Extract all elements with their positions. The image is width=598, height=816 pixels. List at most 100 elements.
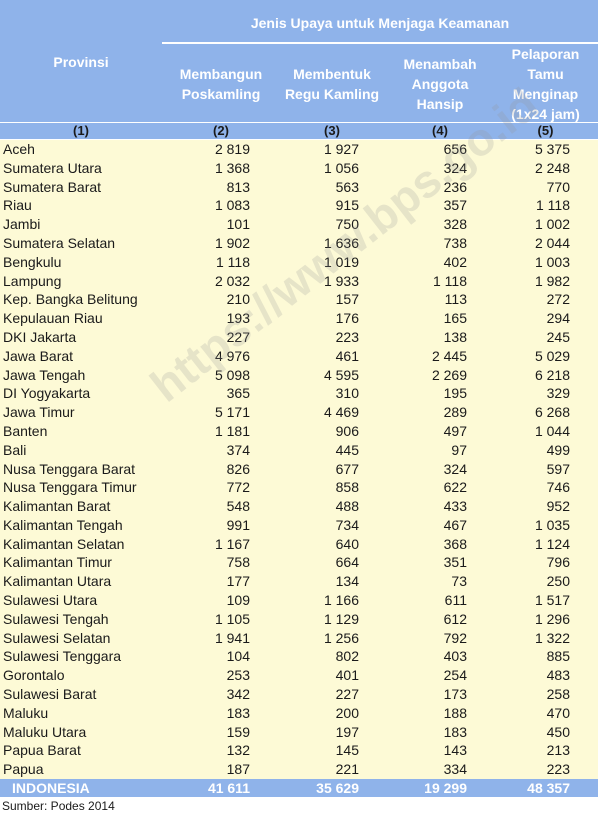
- table-row: Nusa Tenggara Timur 772 858 622 746: [0, 478, 598, 496]
- poskamling-value: 2 032: [214, 272, 250, 289]
- hansip-value: 403: [443, 648, 467, 665]
- hansip-value: 1 118: [433, 272, 467, 289]
- poskamling-value: 1 167: [214, 535, 250, 552]
- table-row: Sumatera Utara 1 368 1 056 324 2 248: [0, 159, 598, 177]
- regu-kamling-value: 445: [335, 441, 359, 458]
- hansip-value: 368: [443, 535, 467, 552]
- regu-kamling-value: 1 166: [323, 592, 359, 609]
- hansip-value: 324: [443, 159, 467, 176]
- regu-kamling-value: 906: [335, 422, 359, 439]
- province-name: Sumatera Utara: [3, 159, 102, 176]
- total-row: INDONESIA 41 611 35 629 19 299 48 357: [0, 779, 598, 797]
- province-name: Maluku Utara: [3, 723, 87, 740]
- col2-header-line: Poskamling: [181, 86, 261, 102]
- col4-header: Menambah Anggota Hansip: [384, 54, 496, 114]
- tamu-value: 483: [546, 667, 570, 684]
- poskamling-value: 227: [226, 328, 250, 345]
- tamu-value: 213: [546, 742, 570, 759]
- tamu-value: 258: [546, 686, 570, 703]
- tamu-value: 450: [546, 723, 570, 740]
- poskamling-value: 1 083: [214, 197, 250, 214]
- col3-header: Membentuk Regu Kamling: [274, 64, 390, 104]
- hansip-value: 2 445: [431, 347, 467, 364]
- tamu-value: 770: [546, 178, 570, 195]
- table-row: Kepulauan Riau 193 176 165 294: [0, 309, 598, 327]
- col4-header-line: Menambah: [403, 56, 477, 72]
- hansip-value: 611: [444, 592, 467, 609]
- col-number-3: (3): [324, 123, 340, 138]
- table-header: Provinsi Jenis Upaya untuk Menjaga Keama…: [0, 0, 598, 122]
- province-name: Sumatera Barat: [3, 178, 102, 195]
- poskamling-value: 132: [226, 742, 250, 759]
- table-row: Papua Barat 132 145 143 213: [0, 741, 598, 759]
- table-row: DKI Jakarta 227 223 138 245: [0, 328, 598, 346]
- total-tamu: 48 357: [527, 780, 570, 796]
- province-name: Kalimantan Selatan: [3, 535, 125, 552]
- tamu-value: 499: [546, 441, 570, 458]
- table-row: Bengkulu 1 118 1 019 402 1 003: [0, 253, 598, 271]
- table-row: Jawa Tengah 5 098 4 595 2 269 6 218: [0, 366, 598, 384]
- hansip-value: 195: [443, 385, 467, 402]
- regu-kamling-value: 1 927: [323, 141, 359, 157]
- poskamling-value: 183: [226, 704, 250, 721]
- province-name: Papua Barat: [3, 742, 81, 759]
- poskamling-value: 1 368: [214, 159, 250, 176]
- tamu-value: 1 322: [534, 629, 570, 646]
- hansip-value: 143: [443, 742, 467, 759]
- regu-kamling-value: 176: [335, 310, 359, 327]
- poskamling-value: 374: [226, 441, 250, 458]
- tamu-value: 952: [546, 498, 570, 515]
- tamu-value: 6 218: [534, 366, 570, 383]
- hansip-value: 73: [451, 573, 467, 590]
- poskamling-value: 548: [226, 498, 250, 515]
- tamu-value: 294: [546, 310, 570, 327]
- col2-header: Membangun Poskamling: [162, 64, 280, 104]
- hansip-value: 334: [443, 761, 467, 778]
- regu-kamling-value: 310: [335, 385, 359, 402]
- poskamling-value: 104: [226, 648, 250, 665]
- poskamling-value: 109: [226, 592, 250, 609]
- province-name: Sulawesi Tenggara: [3, 648, 122, 665]
- tamu-value: 5 375: [534, 141, 570, 157]
- tamu-value: 1 982: [534, 272, 570, 289]
- poskamling-value: 813: [226, 178, 250, 195]
- regu-kamling-value: 200: [335, 704, 359, 721]
- table-row: Kalimantan Selatan 1 167 640 368 1 124: [0, 535, 598, 553]
- poskamling-value: 4 976: [214, 347, 250, 364]
- hansip-value: 173: [443, 686, 467, 703]
- province-name: Kalimantan Timur: [3, 554, 112, 571]
- province-name: Kep. Bangka Belitung: [3, 291, 138, 308]
- poskamling-value: 1 105: [214, 610, 250, 627]
- province-name: Kalimantan Utara: [3, 573, 112, 590]
- tamu-value: 1 044: [534, 422, 570, 439]
- regu-kamling-value: 750: [335, 216, 359, 233]
- regu-kamling-value: 134: [335, 573, 359, 590]
- table-row: DI Yogyakarta 365 310 195 329: [0, 384, 598, 402]
- table-row: Sulawesi Tengah 1 105 1 129 612 1 296: [0, 610, 598, 628]
- regu-kamling-value: 1 256: [323, 629, 359, 646]
- tamu-value: 796: [546, 554, 570, 571]
- province-name: Bali: [3, 441, 27, 458]
- tamu-value: 1 118: [536, 197, 570, 214]
- col-number-2: (2): [213, 123, 229, 138]
- regu-kamling-value: 1 056: [323, 159, 359, 176]
- regu-kamling-value: 461: [335, 347, 359, 364]
- tamu-value: 1 296: [534, 610, 570, 627]
- tamu-value: 6 268: [534, 404, 570, 421]
- province-header: Provinsi: [53, 54, 109, 70]
- col-number-5: (5): [537, 123, 554, 138]
- tamu-value: 1 003: [534, 253, 570, 270]
- tamu-value: 250: [546, 573, 570, 590]
- source-note: Sumber: Podes 2014: [2, 799, 115, 813]
- regu-kamling-value: 1 933: [323, 272, 359, 289]
- regu-kamling-value: 563: [335, 178, 359, 195]
- province-name: Banten: [3, 422, 48, 439]
- regu-kamling-value: 4 469: [323, 404, 359, 421]
- province-name: Kepulauan Riau: [3, 310, 103, 327]
- table-row: Aceh 2 819 1 927 656 5 375: [0, 140, 598, 158]
- tamu-value: 329: [546, 385, 570, 402]
- poskamling-value: 159: [226, 723, 250, 740]
- poskamling-value: 758: [226, 554, 250, 571]
- poskamling-value: 1 902: [214, 234, 250, 251]
- hansip-value: 165: [443, 310, 467, 327]
